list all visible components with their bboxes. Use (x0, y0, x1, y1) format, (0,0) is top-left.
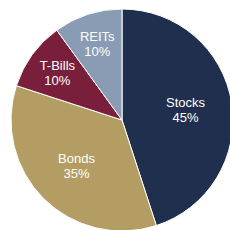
svg-text:Bonds35%: Bonds35% (58, 151, 95, 181)
svg-text:T-Bills10%: T-Bills10% (40, 58, 76, 88)
svg-text:REITs10%: REITs10% (80, 29, 115, 59)
svg-text:Stocks45%: Stocks45% (166, 95, 206, 125)
